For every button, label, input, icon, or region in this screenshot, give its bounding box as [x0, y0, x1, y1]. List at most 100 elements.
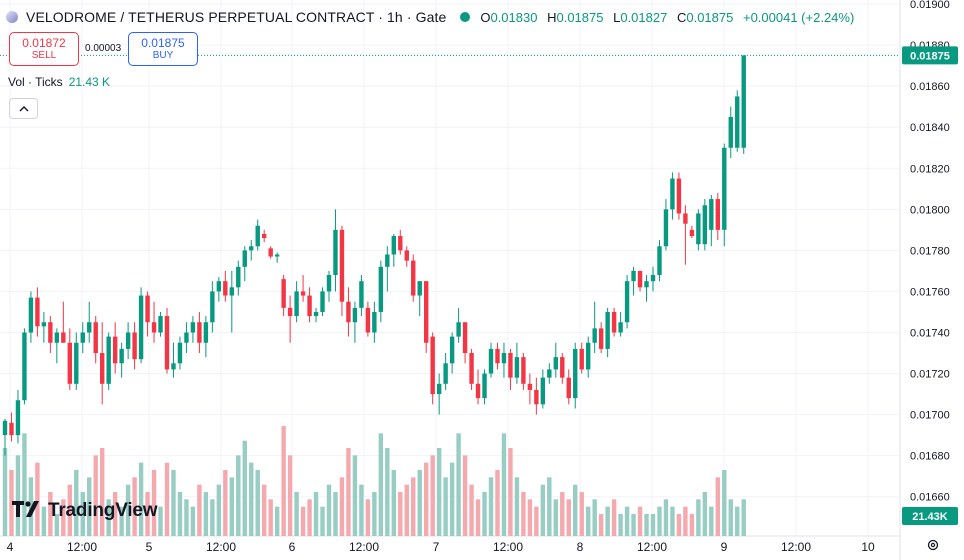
tradingview-logo[interactable]: TradingView	[12, 500, 158, 522]
candle-body	[61, 332, 66, 343]
gear-icon[interactable]	[926, 538, 940, 555]
volume-legend[interactable]: Vol · Ticks 21.43 K	[8, 75, 110, 89]
candle-body	[287, 307, 293, 317]
candle-body	[223, 281, 228, 296]
volume-bar	[2, 448, 8, 536]
candle	[287, 295, 293, 343]
volume-bar	[145, 492, 150, 536]
candle	[424, 281, 429, 354]
volume-bar	[197, 484, 202, 536]
candle	[378, 260, 384, 323]
candle	[456, 307, 461, 343]
buy-button[interactable]: 0.01875 BUY	[128, 32, 198, 66]
volume-bar	[735, 506, 740, 536]
candle	[242, 246, 247, 282]
volume-bar	[411, 477, 416, 536]
axis-badges: 0.01875 21.43K	[902, 46, 958, 525]
candle-body	[190, 322, 196, 333]
time-tick-label: 5	[146, 540, 153, 554]
candle-body	[689, 229, 695, 237]
price-axis: 0.019000.018800.018600.018400.018200.018…	[910, 0, 950, 504]
candle	[313, 307, 319, 323]
candle	[411, 254, 416, 302]
candle	[151, 301, 157, 343]
time-tick-label: 9	[721, 540, 728, 554]
candle-body	[197, 322, 202, 343]
candle	[637, 270, 643, 292]
volume-bar	[540, 484, 546, 536]
volume-bar	[74, 470, 79, 536]
time-axis: 4 12:00 5 12:00 6 12:00 7 12:00 8 12:00 9 12:00 10	[7, 540, 875, 554]
candle	[93, 316, 98, 364]
volume-bar	[508, 448, 513, 536]
velodrome-coin-icon	[6, 11, 18, 23]
candle-body	[443, 363, 448, 384]
candle-body	[74, 342, 79, 384]
candle	[540, 369, 546, 409]
price-tick-label: 0.01760	[910, 286, 950, 298]
candle-body	[495, 348, 500, 364]
candle-body	[313, 311, 319, 317]
symbol-title[interactable]: VELODROME / TETHERUS PERPETUAL CONTRACT …	[26, 9, 447, 25]
candle	[566, 369, 571, 405]
volume-bar	[611, 499, 617, 536]
candle	[216, 277, 222, 302]
chevron-up-icon[interactable]	[9, 98, 38, 119]
volume-bar	[592, 499, 597, 536]
candle-body	[741, 55, 746, 148]
volume-bar	[501, 433, 507, 536]
candle	[158, 311, 163, 337]
volume-bar	[709, 506, 714, 536]
candle-body	[87, 322, 92, 333]
candle-body	[125, 332, 131, 349]
volume-bar	[87, 477, 92, 536]
volume-bar	[203, 492, 209, 536]
candle	[80, 322, 85, 354]
candle	[294, 281, 299, 323]
volume-bar	[333, 492, 338, 536]
low-value: 0.01827	[620, 9, 668, 25]
candle-body	[281, 279, 286, 308]
candle-body	[514, 357, 520, 378]
volume-bar	[696, 499, 701, 536]
candle-body	[151, 322, 157, 333]
volume-bar	[618, 514, 623, 536]
time-tick-label: 4	[7, 540, 14, 554]
candle-body	[385, 254, 390, 267]
sell-price: 0.01872	[22, 36, 66, 50]
time-tick-label: 12:00	[67, 540, 97, 554]
volume-bar	[676, 514, 682, 536]
volume-bar	[132, 477, 137, 536]
candle	[74, 332, 79, 390]
volume-bar	[93, 455, 98, 536]
buy-price: 0.01875	[141, 36, 185, 50]
candle	[352, 301, 358, 343]
candle	[398, 229, 403, 255]
candle-body	[249, 246, 254, 251]
volume-bar	[242, 440, 247, 536]
candle	[320, 287, 325, 317]
candle	[138, 287, 144, 364]
candle-body	[15, 400, 21, 436]
candle	[125, 322, 131, 360]
volume-bar	[255, 470, 260, 536]
candle	[210, 281, 215, 333]
candle-body	[722, 147, 727, 230]
candle	[624, 275, 630, 329]
time-tick-label: 12:00	[349, 540, 379, 554]
volume-bar	[644, 514, 649, 536]
candle-body	[605, 311, 610, 349]
volume-bar	[475, 499, 481, 536]
candle-body	[462, 322, 468, 354]
sell-button[interactable]: 0.01872 SELL	[9, 32, 79, 66]
candle-body	[592, 328, 597, 343]
candle-body	[216, 281, 222, 292]
candle-body	[80, 332, 85, 343]
candle	[184, 322, 189, 354]
volume-bar	[534, 506, 539, 536]
candle	[657, 240, 662, 282]
candle	[203, 316, 209, 358]
volume-bar	[560, 492, 565, 536]
candle	[100, 322, 105, 405]
